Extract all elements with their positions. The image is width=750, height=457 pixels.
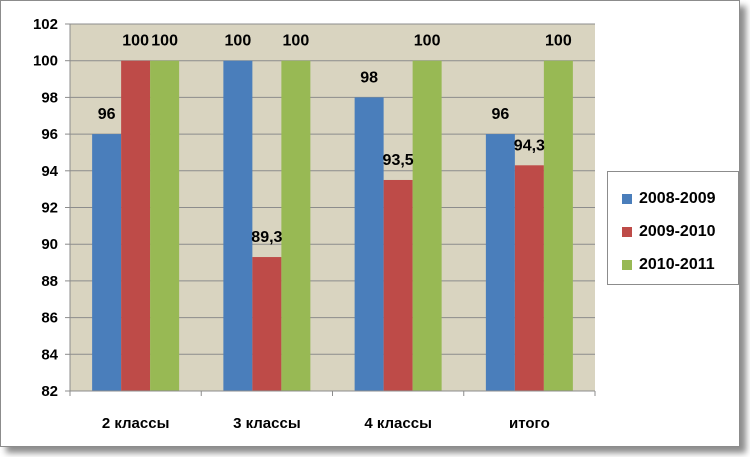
y-tick-label: 98 bbox=[41, 89, 58, 106]
bar bbox=[281, 60, 311, 391]
data-label: 100 bbox=[545, 33, 572, 50]
y-tick-label: 90 bbox=[41, 236, 58, 253]
bar bbox=[354, 97, 384, 392]
y-tick-label: 102 bbox=[33, 16, 58, 33]
data-label: 93,5 bbox=[383, 152, 414, 169]
x-tick-label: 2 классы bbox=[102, 415, 170, 432]
y-axis-ticks: 82 84 86 88 90 92 94 96 98 100 102 bbox=[33, 16, 70, 400]
data-label: 100 bbox=[414, 33, 441, 50]
y-tick-label: 82 bbox=[41, 383, 58, 400]
y-tick-label: 100 bbox=[33, 53, 58, 70]
legend-label: 2008-2009 bbox=[639, 189, 716, 207]
y-tick-label: 84 bbox=[41, 346, 58, 363]
legend-label: 2009-2010 bbox=[639, 222, 716, 240]
legend-label: 2010-2011 bbox=[639, 255, 715, 273]
x-tick-label: 3 классы bbox=[233, 415, 301, 432]
legend-item-2009-2010: 2009-2010 bbox=[622, 215, 738, 248]
data-label: 100 bbox=[151, 33, 178, 50]
bar bbox=[383, 179, 413, 391]
bar bbox=[92, 134, 122, 391]
bars-group bbox=[92, 60, 573, 392]
data-label: 100 bbox=[225, 33, 252, 50]
legend-item-2008-2009: 2008-2009 bbox=[622, 182, 738, 215]
y-tick-label: 92 bbox=[41, 200, 58, 217]
bar bbox=[252, 257, 282, 391]
legend-item-2010-2011: 2010-2011 bbox=[622, 248, 738, 281]
x-tick-label: итого bbox=[509, 415, 550, 432]
bar bbox=[223, 60, 253, 391]
y-tick-label: 94 bbox=[41, 163, 58, 180]
bar bbox=[121, 60, 151, 391]
data-label: 94,3 bbox=[514, 137, 545, 154]
bar bbox=[514, 165, 544, 391]
bar bbox=[543, 60, 573, 391]
data-label: 96 bbox=[491, 106, 509, 123]
legend-swatch bbox=[622, 259, 632, 270]
bar bbox=[485, 134, 515, 391]
data-label: 96 bbox=[98, 106, 116, 123]
legend-swatch bbox=[622, 193, 632, 204]
data-label: 89,3 bbox=[251, 229, 282, 246]
x-axis-ticks: 2 классы 3 классы 4 классы итого bbox=[69, 391, 596, 432]
legend-swatch bbox=[622, 226, 632, 237]
data-label: 98 bbox=[360, 69, 378, 86]
x-tick-label: 4 классы bbox=[364, 415, 432, 432]
y-tick-label: 96 bbox=[41, 126, 58, 143]
data-label: 100 bbox=[122, 33, 149, 50]
data-label: 100 bbox=[283, 33, 310, 50]
bar bbox=[412, 60, 442, 391]
bar bbox=[150, 60, 180, 391]
chart-frame: 82 84 86 88 90 92 94 96 98 100 102 2 классы 3 класс… bbox=[0, 0, 740, 447]
bar-chart: 82 84 86 88 90 92 94 96 98 100 102 2 классы 3 класс… bbox=[33, 16, 596, 432]
y-tick-label: 88 bbox=[41, 273, 58, 290]
legend: 2008-2009 2009-2010 2010-2011 bbox=[607, 171, 739, 285]
y-tick-label: 86 bbox=[41, 310, 58, 327]
